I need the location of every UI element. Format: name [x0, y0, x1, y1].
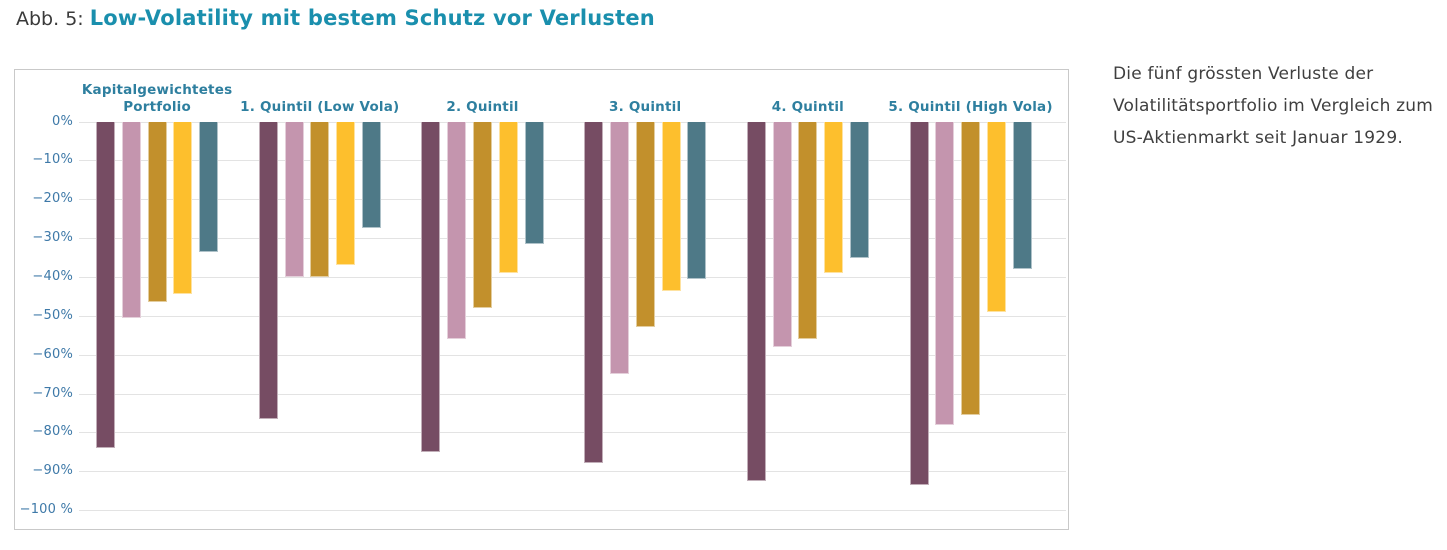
- category-label: 4. Quintil: [771, 98, 845, 115]
- gridline: [79, 160, 1066, 162]
- gridline: [79, 121, 1066, 123]
- gridline: [79, 276, 1066, 278]
- bar: [850, 121, 869, 258]
- y-axis-tick-label: −50%: [32, 307, 73, 323]
- bar: [336, 121, 356, 266]
- bar: [473, 121, 492, 309]
- gridline: [79, 510, 1066, 512]
- figure-title: Abb. 5: Low-Volatility mit bestem Schutz …: [16, 6, 655, 30]
- bar: [498, 121, 518, 274]
- gridline: [79, 238, 1066, 240]
- page-title: Low-Volatility mit bestem Schutz vor Ver…: [89, 6, 655, 30]
- bar: [524, 121, 544, 244]
- y-axis-tick-label: −10%: [32, 152, 73, 168]
- bar: [121, 121, 141, 318]
- bar: [361, 121, 381, 229]
- bar: [798, 121, 818, 340]
- bar: [909, 121, 929, 485]
- y-axis-tick-label: 0%: [51, 113, 73, 129]
- gridline: [79, 199, 1066, 201]
- caption-note: Die fünf grössten Verluste der Volatilit…: [1113, 64, 1433, 148]
- bar: [687, 121, 707, 279]
- bar: [96, 121, 115, 448]
- bar: [199, 121, 219, 252]
- category-label: 3. Quintil: [609, 98, 682, 115]
- y-axis-tick-label: −20%: [32, 191, 73, 207]
- gridline: [79, 315, 1066, 317]
- bar: [609, 121, 629, 375]
- category-label: Kapitalgewichtetes Portfolio: [81, 82, 233, 115]
- category-label: 5. Quintil (High Vola): [888, 98, 1053, 115]
- gridline: [79, 471, 1066, 473]
- bar: [258, 121, 278, 419]
- bar: [310, 121, 330, 277]
- y-axis-tick-label: −60%: [32, 346, 73, 362]
- bar: [935, 121, 955, 425]
- bar: [986, 121, 1006, 312]
- gridline: [79, 432, 1066, 434]
- bar: [421, 121, 441, 452]
- y-axis-tick-label: −90%: [32, 463, 73, 479]
- bar: [661, 121, 681, 291]
- gridline: [79, 393, 1066, 395]
- y-axis-tick-label: −80%: [32, 424, 73, 440]
- bar: [824, 121, 844, 274]
- bar: [1012, 121, 1032, 270]
- y-axis-tick-label: −100 %: [19, 502, 73, 518]
- bar: [173, 121, 193, 295]
- bar: [746, 121, 766, 481]
- bar: [584, 121, 604, 464]
- bar: [284, 121, 304, 277]
- bar: [635, 121, 655, 328]
- y-axis-tick-label: −30%: [32, 230, 73, 246]
- bar: [147, 121, 167, 303]
- figure-number-label: Abb. 5:: [16, 8, 84, 30]
- y-axis-tick-label: −40%: [32, 268, 73, 284]
- bar: [447, 121, 467, 340]
- bar-chart: 0% −10% −20% −30% −40% −50% −60% −70% −80% −90% −1…: [15, 70, 1068, 529]
- bar: [772, 121, 792, 347]
- gridline: [79, 354, 1066, 356]
- bar: [961, 121, 981, 415]
- y-axis-tick-label: −70%: [32, 385, 73, 401]
- category-label: 2. Quintil: [446, 98, 519, 115]
- chart-panel: 0% −10% −20% −30% −40% −50% −60% −70% −80% −90% −1…: [14, 69, 1069, 530]
- category-label: 1. Quintil (Low Vola): [240, 98, 400, 115]
